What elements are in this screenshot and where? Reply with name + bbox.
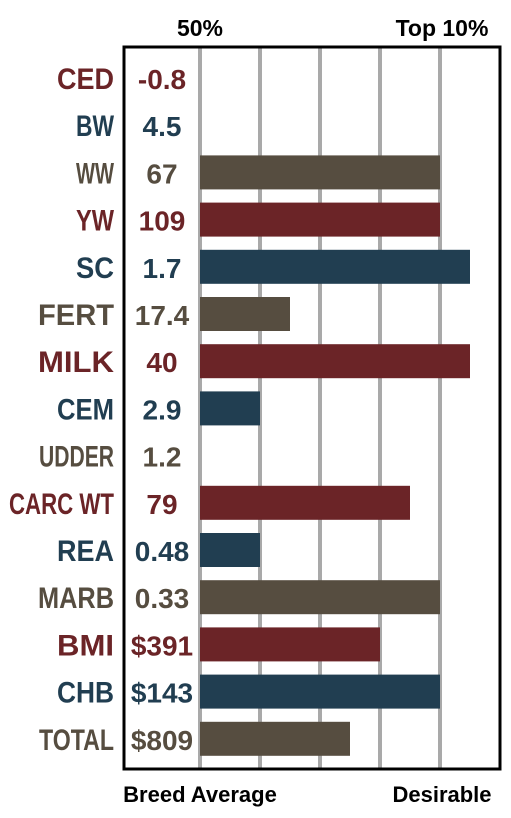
bar-milk <box>200 344 470 379</box>
top-label-50-percent: 50% <box>177 15 223 41</box>
trait-label: YW <box>76 205 115 238</box>
trait-label: CEM <box>57 393 114 426</box>
epd-value: 2.9 <box>143 394 182 425</box>
epd-value: 67 <box>146 158 177 189</box>
epd-value: 0.33 <box>135 583 190 614</box>
trait-label: UDDER <box>39 441 114 474</box>
trait-label: CHB <box>57 677 114 710</box>
trait-label: SC <box>76 252 114 285</box>
epd-values: -0.8 4.5 67 109 1.7 17.4 40 2.9 1.2 79 0.48 0.33 $39… <box>131 64 193 756</box>
bar-chb <box>200 674 440 709</box>
epd-value: 109 <box>139 206 186 237</box>
chart-frame <box>122 45 502 771</box>
top-label-top-10: Top 10% <box>396 15 489 41</box>
bars <box>200 155 470 756</box>
trait-labels: CED BW WW YW SC FERT MILK CEM UDDER CARC WT REA MAR… <box>9 63 115 757</box>
bar-cem <box>200 391 260 426</box>
trait-label: WW <box>76 157 114 190</box>
trait-label: BW <box>76 110 115 143</box>
epd-value: $391 <box>131 630 193 661</box>
epd-value: 1.2 <box>143 442 182 473</box>
bar-bmi <box>200 627 380 662</box>
bar-yw <box>200 202 440 237</box>
trait-label: BMI <box>57 629 114 662</box>
trait-label: FERT <box>38 299 114 332</box>
epd-value: 0.48 <box>135 536 190 567</box>
epd-value: 1.7 <box>143 253 182 284</box>
epd-value: 79 <box>146 489 177 520</box>
bar-rea <box>200 533 260 567</box>
epd-value: $809 <box>131 725 193 756</box>
trait-label: MILK <box>38 346 114 379</box>
epd-value: $143 <box>131 678 193 709</box>
epd-value: 4.5 <box>143 111 182 142</box>
trait-label: TOTAL <box>39 724 114 757</box>
bar-total <box>200 721 350 756</box>
trait-label: REA <box>57 535 114 568</box>
epd-value: -0.8 <box>138 64 186 95</box>
bar-marb <box>200 580 440 615</box>
bar-sc <box>200 249 470 284</box>
epd-value: 17.4 <box>135 300 190 331</box>
bar-fert <box>200 297 290 331</box>
bottom-label-breed-average: Breed Average <box>123 782 277 807</box>
trait-label: MARB <box>38 582 114 615</box>
epd-value: 40 <box>146 347 177 378</box>
trait-label: CED <box>57 63 114 96</box>
bar-ww <box>200 155 440 190</box>
bar-carc-wt <box>200 485 410 520</box>
trait-label: CARC WT <box>9 488 114 521</box>
bottom-label-desirable: Desirable <box>392 782 491 807</box>
